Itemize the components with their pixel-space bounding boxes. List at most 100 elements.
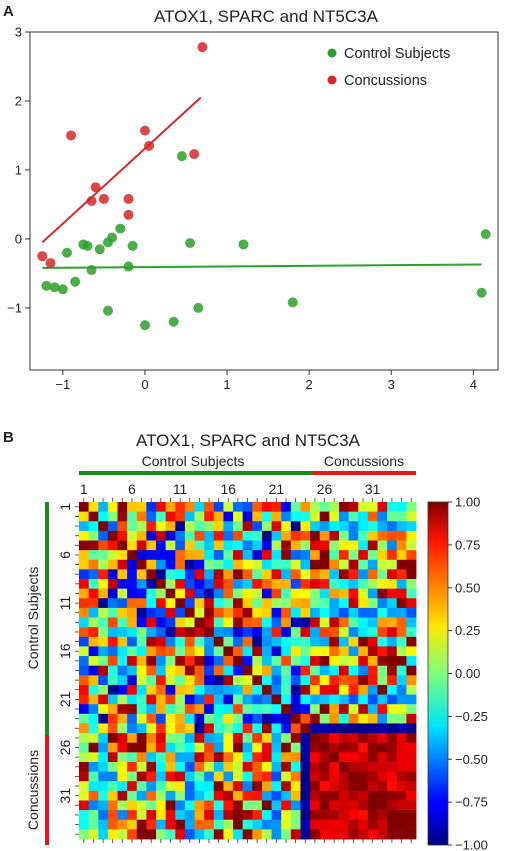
heatmap-cell [358,742,369,753]
heatmap-cell [387,733,398,744]
heatmap-cell [107,656,118,667]
heatmap-cell [204,800,215,811]
heatmap-cell [387,800,398,811]
heatmap-cell [367,569,378,580]
heatmap-cell [290,627,301,638]
point-concussion [98,193,109,204]
heatmap-cell [377,781,388,792]
heatmap-cell [348,598,359,609]
heatmap-cell [377,800,388,811]
heatmap-cell [204,752,215,763]
heatmap-cell [98,627,109,638]
point-control [168,316,179,327]
heatmap-cell [252,502,263,513]
heatmap-cell [300,540,311,551]
heatmap-cell [348,636,359,647]
heatmap-cell [184,646,195,657]
heatmap-cell [261,579,272,590]
heatmap-cell [290,598,301,609]
heatmap-cell [88,819,99,830]
heatmap-cell [281,733,292,744]
heatmap-cell [377,627,388,638]
heatmap-cell [242,829,253,840]
heatmap-cell [329,752,340,763]
heatmap-cell [281,569,292,580]
heatmap-cell [117,704,128,715]
heatmap-cell [156,810,167,821]
heatmap-cell [367,502,378,513]
heatmap-cell [165,588,176,599]
heatmap-cell [165,704,176,715]
heatmap-cell [406,761,417,772]
heatmap-cell [146,829,157,840]
heatmap-cell [310,665,321,676]
heatmap-cell [406,800,417,811]
heatmap-cell [175,588,186,599]
heatmap-cell [387,559,398,570]
heatmap-cell [184,800,195,811]
heatmap-cell [156,694,167,705]
heatmap-cell [136,819,147,830]
heatmap-cell [242,511,253,522]
heatmap-cell [156,607,167,618]
point-concussion [66,130,77,141]
heatmap-cell [290,579,301,590]
heatmap-cell [194,742,205,753]
heatmap-cell [213,607,224,618]
top-tick-label: 31 [365,481,381,497]
heatmap-cell [348,829,359,840]
heatmap-cell [290,704,301,715]
heatmap-cell [136,550,147,561]
heatmap-cell [107,752,118,763]
heatmap-cell [213,636,224,647]
heatmap-cell [175,684,186,695]
heatmap-cell [300,761,311,772]
heatmap-cell [223,598,234,609]
heatmap-cell [233,511,244,522]
heatmap-cell [358,675,369,686]
heatmap-cell [358,713,369,724]
heatmap-cell [165,598,176,609]
scatter-title: ATOX1, SPARC and NT5C3A [154,7,379,26]
heatmap-cell [117,502,128,513]
heatmap-cell [261,704,272,715]
y-tick-label: 2 [15,93,22,108]
heatmap-cell [233,617,244,628]
heatmap-cell [184,607,195,618]
heatmap-cell [348,781,359,792]
top-tick-label: 6 [128,481,136,497]
heatmap-cell [310,771,321,782]
heatmap-cell [367,742,378,753]
heatmap-cell [358,733,369,744]
heatmap-cell [98,540,109,551]
heatmap-cell [281,617,292,628]
heatmap-cell [223,627,234,638]
heatmap-cell [194,684,205,695]
heatmap-cell [271,521,282,532]
heatmap-cell [79,636,90,647]
heatmap-cell [156,790,167,801]
heatmap-cell [261,530,272,541]
heatmap-cell [367,704,378,715]
heatmap-cell [271,800,282,811]
heatmap-cell [358,723,369,734]
heatmap-cell [348,723,359,734]
heatmap-cell [175,636,186,647]
top-tick-label: 21 [269,481,285,497]
heatmap-cell [281,713,292,724]
heatmap-cell [223,656,234,667]
heatmap-cell [107,704,118,715]
heatmap-cell [290,675,301,686]
heatmap-cell [233,502,244,513]
heatmap-cell [290,742,301,753]
heatmap-cell [387,598,398,609]
heatmap-cell [319,819,330,830]
heatmap-cell [377,511,388,522]
heatmap-cell [300,530,311,541]
heatmap-cell [281,704,292,715]
heatmap-cell [136,752,147,763]
heatmap-cell [136,530,147,541]
heatmap-cell [184,617,195,628]
x-tick-label: 4 [470,377,477,392]
point-concussion [45,258,56,269]
